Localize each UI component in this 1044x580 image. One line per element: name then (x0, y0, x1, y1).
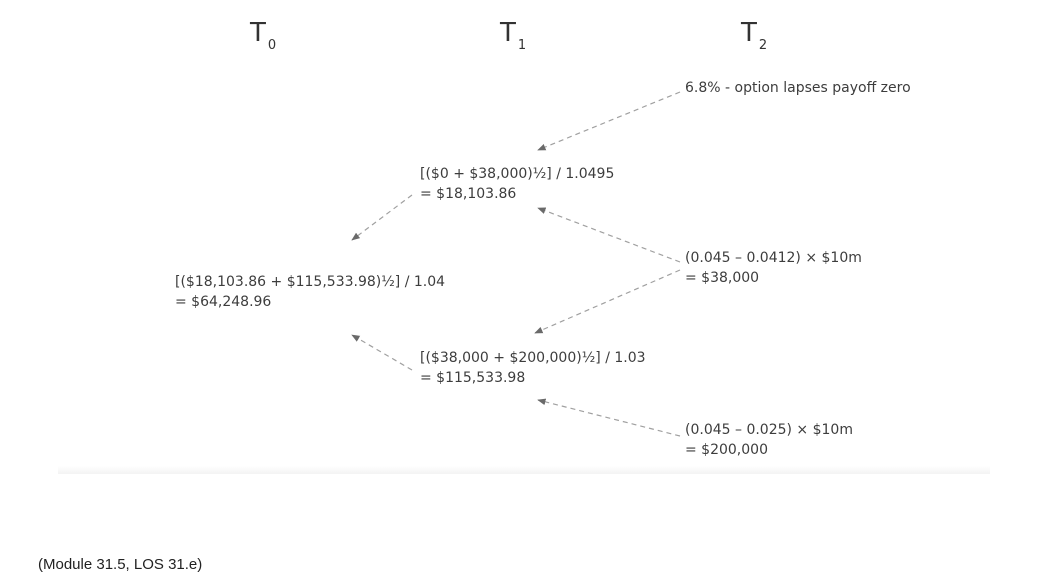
arrow-t1-bottom-to-t0 (351, 334, 413, 371)
node-t2-bottom: (0.045 – 0.025) × $10m = $200,000 (685, 420, 853, 460)
node-t2-bottom-line2: = $200,000 (685, 442, 768, 458)
node-t1-bottom: [($38,000 + $200,000)½] / 1.03 = $115,53… (420, 348, 646, 388)
node-t2-mid: (0.045 – 0.0412) × $10m = $38,000 (685, 248, 862, 288)
node-t2-top: 6.8% - option lapses payoff zero (685, 78, 911, 98)
source-reference: (Module 31.5, LOS 31.e) (38, 556, 203, 573)
node-t2-mid-line1: (0.045 – 0.0412) × $10m (685, 250, 862, 266)
arrow-t2-bottom-to-t1-bottom (537, 398, 681, 437)
arrow-t2-mid-to-t1-top (537, 207, 681, 263)
node-t0: [($18,103.86 + $115,533.98)½] / 1.04 = $… (175, 272, 445, 312)
node-t2-top-line1: 6.8% - option lapses payoff zero (685, 80, 911, 96)
diagram-panel (58, 0, 990, 470)
node-t1-top-line2: = $18,103.86 (420, 186, 517, 202)
node-t2-mid-line2: = $38,000 (685, 270, 760, 286)
arrow-t1-top-to-t0 (351, 194, 413, 241)
node-t2-bottom-line1: (0.045 – 0.025) × $10m (685, 422, 853, 438)
panel-bottom-edge (58, 466, 990, 474)
node-t0-line2: = $64,248.96 (175, 294, 272, 310)
arrow-t2-mid-to-t1-bottom (534, 269, 681, 334)
node-t1-top-line1: [($0 + $38,000)½] / 1.0495 (420, 166, 615, 182)
node-t1-bottom-line2: = $115,533.98 (420, 370, 526, 386)
node-t1-top: [($0 + $38,000)½] / 1.0495 = $18,103.86 (420, 164, 614, 204)
node-t0-line1: [($18,103.86 + $115,533.98)½] / 1.04 (175, 274, 446, 290)
arrow-t2-top-to-t1-top (537, 91, 681, 151)
node-t1-bottom-line1: [($38,000 + $200,000)½] / 1.03 (420, 350, 646, 366)
